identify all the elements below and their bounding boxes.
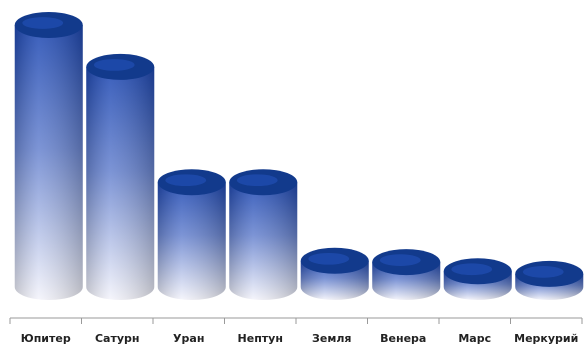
bar-6 [372, 249, 441, 300]
bar-cap-highlight [22, 17, 64, 29]
x-tick-label: Уран [173, 332, 204, 345]
bar-cap [157, 169, 226, 196]
bar-cap [300, 247, 369, 274]
bar-cap-highlight [522, 266, 564, 278]
bar-cap-highlight [236, 174, 278, 187]
bar-1 [14, 12, 83, 300]
x-tick-label: Меркурий [514, 332, 578, 345]
bar-cap-highlight [451, 263, 493, 276]
bar-shading [157, 182, 226, 300]
bar-shading [86, 66, 155, 300]
bar-4 [229, 169, 298, 300]
bar-shading [14, 25, 83, 300]
x-tick-label: Земля [312, 332, 351, 345]
x-tick-label: Юпитер [21, 332, 71, 345]
bar-cap [229, 169, 298, 196]
x-tick-label: Нептун [238, 332, 283, 345]
bar-cap [86, 53, 155, 80]
bars-group [14, 12, 584, 300]
bar-cap-highlight [308, 252, 350, 265]
bar-cap-highlight [165, 174, 207, 187]
bar-cap-highlight [93, 59, 135, 71]
x-tick-label: Венера [380, 332, 426, 345]
x-tick-label: Сатурн [95, 332, 140, 345]
bar-cap-highlight [379, 254, 421, 266]
bar-cap [14, 12, 83, 38]
bar-cap [372, 249, 441, 276]
bar-3 [157, 169, 226, 300]
bar-5 [300, 247, 369, 300]
x-tick-label: Марс [458, 332, 491, 345]
bar-8 [515, 260, 584, 300]
bar-7 [443, 258, 512, 300]
bar-cap [443, 258, 512, 285]
bar-shading [229, 182, 298, 300]
x-axis: Юпитер Сатурн Уран Нептун Земля Венера Марс Мер… [9, 317, 583, 345]
bar-cap [515, 260, 584, 287]
bar-2 [86, 53, 155, 300]
